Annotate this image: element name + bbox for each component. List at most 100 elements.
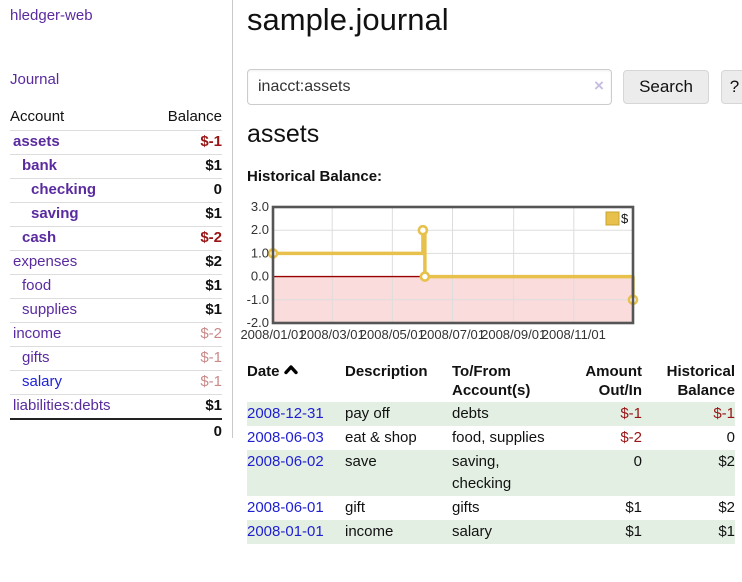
y-tick-label: 0.0 <box>251 269 269 284</box>
sidebar-account-link-saving[interactable]: saving <box>31 205 79 222</box>
accounts-table-header: Account Balance <box>10 106 222 130</box>
register-column-label[interactable]: To/From Account(s) <box>452 363 531 399</box>
account-row: income $-2 <box>10 322 222 346</box>
transaction-balance: $2 <box>718 499 735 516</box>
register-row: 2008-01-01 income salary $1 $1 <box>247 520 735 544</box>
search-form: × Search ? <box>247 69 742 105</box>
chart-title: Historical Balance: <box>247 168 383 185</box>
y-tick-label: -2.0 <box>247 315 269 330</box>
register-column-header[interactable]: To/From Account(s) <box>452 360 552 402</box>
account-row: bank $1 <box>10 154 222 178</box>
sidebar: hledger-web Journal Account Balance asse… <box>0 0 233 440</box>
register-column-header[interactable]: Historical Balance <box>642 360 735 402</box>
accounts-total-value: 0 <box>213 423 222 440</box>
transaction-date-link[interactable]: 2008-06-03 <box>247 429 324 446</box>
transaction-date-link[interactable]: 2008-01-01 <box>247 523 324 540</box>
account-row: expenses $2 <box>10 250 222 274</box>
sidebar-account-link-assets[interactable]: assets <box>13 133 60 150</box>
x-tick-label: 2008/01/01 <box>240 327 305 342</box>
transaction-accounts: salary <box>452 523 493 540</box>
x-tick-label: 2008/11/01 <box>542 327 606 342</box>
sidebar-account-link-cash[interactable]: cash <box>22 229 57 246</box>
y-tick-label: 1.0 <box>251 245 269 260</box>
data-point-marker <box>419 271 431 282</box>
clear-search-icon[interactable]: × <box>594 76 604 95</box>
register-column-header[interactable]: Amount Out/In <box>552 360 642 402</box>
accounts-header-account: Account <box>10 108 65 125</box>
transaction-accounts: saving, checking <box>452 453 512 492</box>
transaction-amount: $1 <box>625 523 642 540</box>
register-table: Date Description To/From Account(s) Amount … <box>247 360 735 544</box>
transaction-balance: $1 <box>718 523 735 540</box>
account-row: gifts $-1 <box>10 346 222 370</box>
transaction-description: pay off <box>345 405 390 422</box>
account-row: saving $1 <box>10 202 222 226</box>
transaction-amount: $-1 <box>620 405 642 422</box>
register-row: 2008-06-03 eat & shop food, supplies $-2 0 <box>247 426 735 450</box>
register-column-header[interactable]: Date <box>247 360 345 402</box>
account-balance: $-1 <box>200 133 222 150</box>
transaction-description: gift <box>345 499 366 516</box>
sidebar-account-link-expenses[interactable]: expenses <box>13 253 78 270</box>
sidebar-item-journal[interactable]: Journal <box>10 71 60 88</box>
accounts-header-balance: Balance <box>167 108 222 125</box>
sidebar-account-link-checking[interactable]: checking <box>31 181 97 198</box>
plot-border <box>271 205 635 325</box>
account-balance: $-1 <box>200 349 222 366</box>
sidebar-account-link-gifts[interactable]: gifts <box>22 349 50 366</box>
page-title: sample.journal <box>247 2 449 37</box>
register-row: 2008-12-31 pay off debts $-1 $-1 <box>247 402 735 426</box>
sidebar-account-link-salary[interactable]: salary <box>22 373 63 390</box>
account-balance: $-2 <box>200 229 222 246</box>
transaction-accounts: debts <box>452 405 489 422</box>
sidebar-account-link-supplies[interactable]: supplies <box>22 301 78 318</box>
account-balance: $1 <box>205 397 222 414</box>
transaction-amount: $-2 <box>620 429 642 446</box>
account-row: salary $-1 <box>10 370 222 394</box>
sidebar-account-link-liabilitiesdebts[interactable]: liabilities:debts <box>13 397 111 414</box>
sort-ascending-icon <box>283 365 298 375</box>
register-column-label[interactable]: Amount Out/In <box>585 363 642 399</box>
account-balance: 0 <box>213 181 222 198</box>
register-column-label[interactable]: Description <box>345 363 428 380</box>
register-column-header[interactable]: Description <box>345 360 452 402</box>
register-header-row: Date Description To/From Account(s) Amount … <box>247 360 735 402</box>
historical-balance-chart: $3.0 2.0 1.0 0.0 -1.0 -2.02008/01/012008/03/0… <box>240 200 639 342</box>
register-column-label[interactable]: Historical Balance <box>666 363 735 399</box>
y-tick-label: 2.0 <box>251 222 269 237</box>
main-content: sample.journal × Search ? assets Histori… <box>240 0 742 582</box>
sidebar-account-link-bank[interactable]: bank <box>22 157 58 174</box>
transaction-accounts: gifts <box>452 499 480 516</box>
transaction-date-link[interactable]: 2008-06-02 <box>247 453 324 470</box>
transaction-balance: $-1 <box>713 405 735 422</box>
legend-label: $ <box>621 211 629 226</box>
transaction-description: eat & shop <box>345 429 417 446</box>
app-brand-link[interactable]: hledger-web <box>10 7 93 24</box>
register-column-label[interactable]: Date <box>247 363 280 380</box>
account-balance: $2 <box>205 253 222 270</box>
y-tick-label: 3.0 <box>251 200 269 214</box>
account-row: checking 0 <box>10 178 222 202</box>
account-balance: $-2 <box>200 325 222 342</box>
account-balance: $1 <box>205 301 222 318</box>
transaction-date-link[interactable]: 2008-06-01 <box>247 499 324 516</box>
sidebar-account-link-income[interactable]: income <box>13 325 62 342</box>
sidebar-account-link-food[interactable]: food <box>22 277 52 294</box>
transaction-date-link[interactable]: 2008-12-31 <box>247 405 324 422</box>
transaction-accounts: food, supplies <box>452 429 545 446</box>
account-balance: $1 <box>205 157 222 174</box>
search-input[interactable] <box>247 69 612 105</box>
help-button[interactable]: ? <box>721 70 742 104</box>
x-tick-label: 2008/07/01 <box>420 327 485 342</box>
account-row: food $1 <box>10 274 222 298</box>
accounts-total-row: 0 <box>10 418 222 442</box>
account-row: cash $-2 <box>10 226 222 250</box>
transaction-balance: $2 <box>718 453 735 470</box>
legend-swatch <box>605 211 620 226</box>
data-point-marker <box>417 224 429 236</box>
accounts-rows: assets $-1 bank $1 checking 0 saving $1 cash $-2 e… <box>10 130 222 418</box>
search-button[interactable]: Search <box>623 70 709 104</box>
transaction-amount: 0 <box>633 453 642 470</box>
transaction-balance: 0 <box>726 429 735 446</box>
